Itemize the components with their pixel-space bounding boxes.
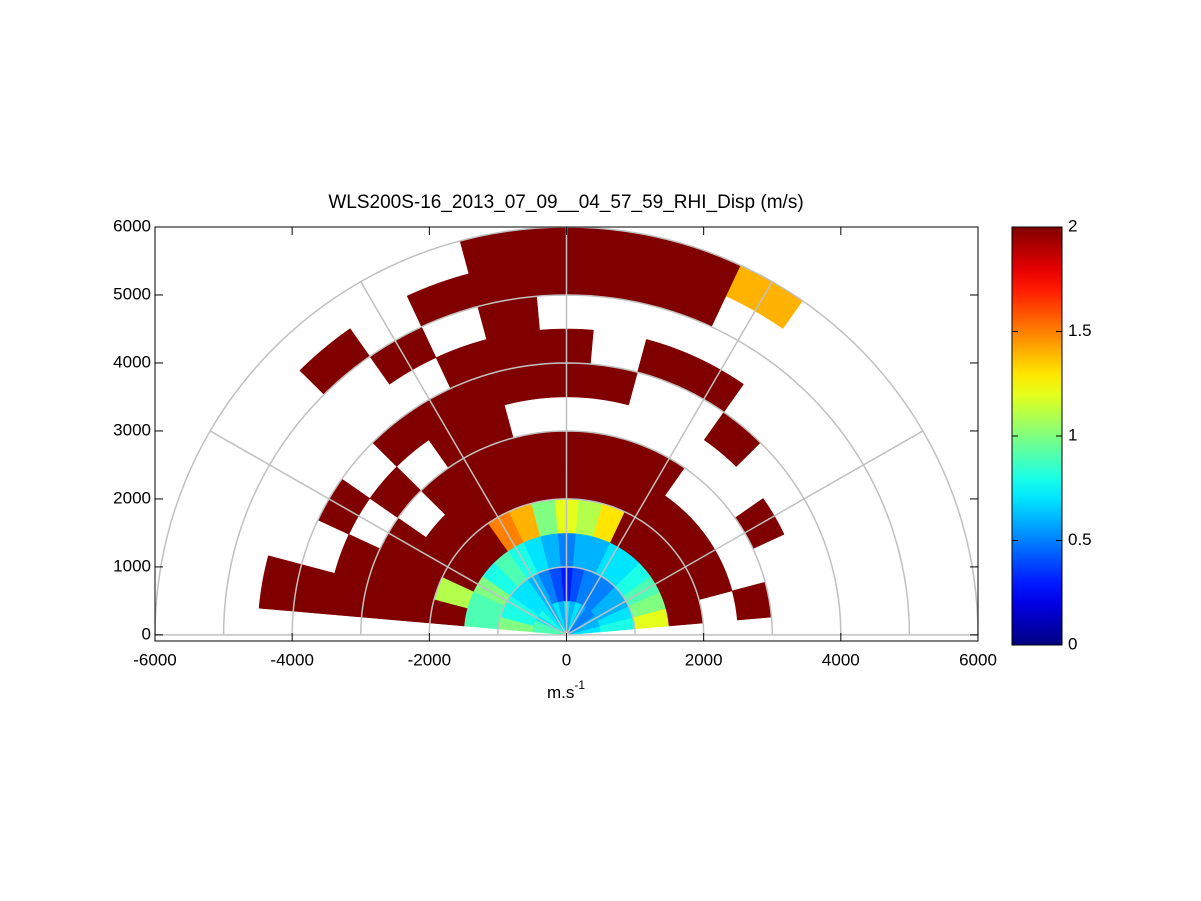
x-tick-label: -4000 xyxy=(270,650,313,669)
y-tick-label: 6000 xyxy=(113,216,151,235)
y-tick-label: 5000 xyxy=(113,284,151,303)
x-label-base: m.s xyxy=(547,683,574,702)
cell xyxy=(369,466,422,519)
x-tick-label: 2000 xyxy=(685,650,723,669)
x-tick-label: 0 xyxy=(562,650,571,669)
x-tick-label: 4000 xyxy=(822,650,860,669)
colorbar-tick-label: 1.5 xyxy=(1068,321,1092,340)
y-tick-label: 0 xyxy=(142,624,151,643)
cell xyxy=(703,411,761,467)
x-tick-label: -2000 xyxy=(408,650,451,669)
polar-spoke xyxy=(565,281,773,636)
y-tick-label: 3000 xyxy=(113,420,151,439)
colorbar-tick-label: 2 xyxy=(1068,216,1077,235)
x-tick-label: -6000 xyxy=(133,650,176,669)
plot-area xyxy=(155,227,978,636)
colorbar-tick-label: 0.5 xyxy=(1068,530,1092,549)
y-tick-label: 4000 xyxy=(113,352,151,371)
polar-spoke xyxy=(209,430,567,636)
y-tick-label: 1000 xyxy=(113,556,151,575)
colorbar xyxy=(1011,226,1063,646)
x-label-superscript: -1 xyxy=(574,678,585,692)
polar-spoke xyxy=(566,430,924,636)
x-axis-label: m.s-1 xyxy=(547,678,585,702)
x-tick-label: 6000 xyxy=(959,650,997,669)
cell xyxy=(731,581,772,621)
polar-spoke xyxy=(360,281,568,636)
y-tick-label: 2000 xyxy=(113,488,151,507)
colorbar-tick-label: 0 xyxy=(1068,634,1077,653)
colorbar-tick-label: 1 xyxy=(1068,425,1077,444)
chart-title: WLS200S-16_2013_07_09__04_57_59_RHI_Disp… xyxy=(328,192,803,213)
